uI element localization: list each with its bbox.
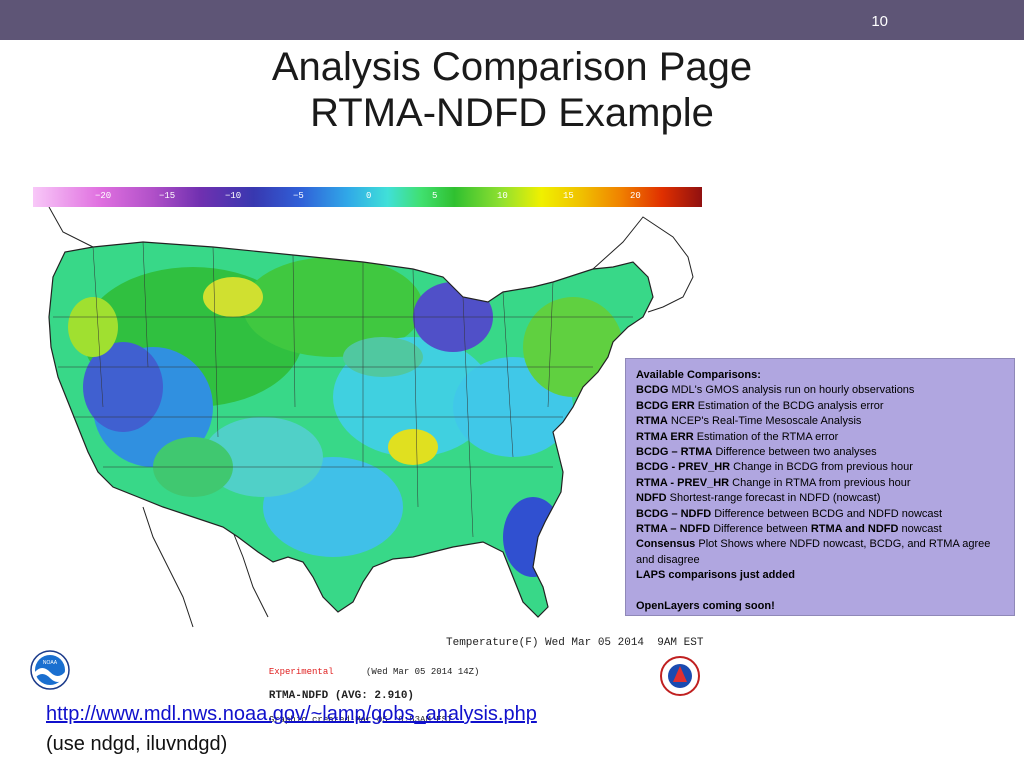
- login-credentials-note: (use ndgd, iluvndgd): [46, 733, 228, 755]
- comparison-item: NDFD Shortest-range forecast in NDFD (no…: [636, 492, 881, 505]
- colorbar-tick: −15: [159, 191, 176, 201]
- colorbar-tick: 20: [630, 191, 641, 201]
- gobs-analysis-link[interactable]: http://www.mdl.nws.noaa.gov/~lamp/gobs_a…: [46, 703, 537, 725]
- comparison-item: RTMA ERR Estimation of the RTMA error: [636, 430, 839, 443]
- slide-number: 10: [871, 13, 888, 30]
- noaa-logo: NOAA: [30, 650, 70, 690]
- comparison-item: BCDG - PREV_HR Change in BCDG from previ…: [636, 461, 913, 474]
- colorbar-tick: −5: [293, 191, 304, 201]
- comparison-item: RTMA - PREV_HR Change in RTMA from previ…: [636, 476, 911, 489]
- comparison-item-rtma-ndfd: RTMA – NDFD Difference between RTMA and …: [636, 523, 942, 536]
- color-scale-bar: −20 −15 −10 −5 0 5 10 15 20: [33, 187, 702, 207]
- comparison-item: RTMA NCEP's Real-Time Mesoscale Analysis: [636, 415, 862, 428]
- title-line-2: RTMA-NDFD Example: [310, 91, 714, 135]
- colorbar-tick: 0: [366, 191, 372, 201]
- graphic-created-label: Graphic created-Mar 05 9:53AM EST: [268, 715, 453, 725]
- nws-logo: [660, 656, 700, 696]
- colorbar-tick: 15: [563, 191, 574, 201]
- colorbar-tick: −10: [225, 191, 242, 201]
- available-comparisons-box: Available Comparisons: BCDG MDL's GMOS a…: [625, 358, 1015, 616]
- colorbar-tick: 5: [432, 191, 438, 201]
- slide-title: Analysis Comparison Page RTMA-NDFD Examp…: [0, 44, 1024, 136]
- us-map-graphic: [48, 207, 694, 628]
- title-line-1: Analysis Comparison Page: [271, 45, 753, 89]
- comparison-item: BCDG ERR Estimation of the BCDG analysis…: [636, 399, 884, 412]
- title-bar: 10: [0, 0, 1024, 40]
- laps-note: LAPS comparisons just added: [636, 569, 795, 582]
- experimental-label: Experimental: [268, 667, 334, 677]
- spacer: [636, 584, 1004, 599]
- map-caption: Temperature(F) Wed Mar 05 2014 9AM EST: [446, 637, 704, 649]
- map-run-date: (Wed Mar 05 2014 14Z): [366, 667, 480, 677]
- comparison-item-consensus: Consensus Plot Shows where NDFD nowcast,…: [636, 538, 991, 566]
- colorbar-tick: −20: [95, 191, 112, 201]
- comparison-item: BCDG MDL's GMOS analysis run on hourly o…: [636, 384, 915, 397]
- colorbar-tick: 10: [497, 191, 508, 201]
- comparisons-heading: Available Comparisons:: [636, 369, 761, 381]
- map-avg-label: RTMA-NDFD (AVG: 2.910): [268, 690, 415, 702]
- openlayers-note: OpenLayers coming soon!: [636, 599, 775, 612]
- comparison-item: BCDG – NDFD Difference between BCDG and …: [636, 507, 943, 520]
- map-footer: Experimental (Wed Mar 05 2014 14Z) RTMA-…: [258, 654, 480, 726]
- noaa-logo-text: NOAA: [43, 660, 58, 666]
- comparison-item: BCDG – RTMA Difference between two analy…: [636, 446, 877, 459]
- temperature-difference-map: [33, 207, 702, 649]
